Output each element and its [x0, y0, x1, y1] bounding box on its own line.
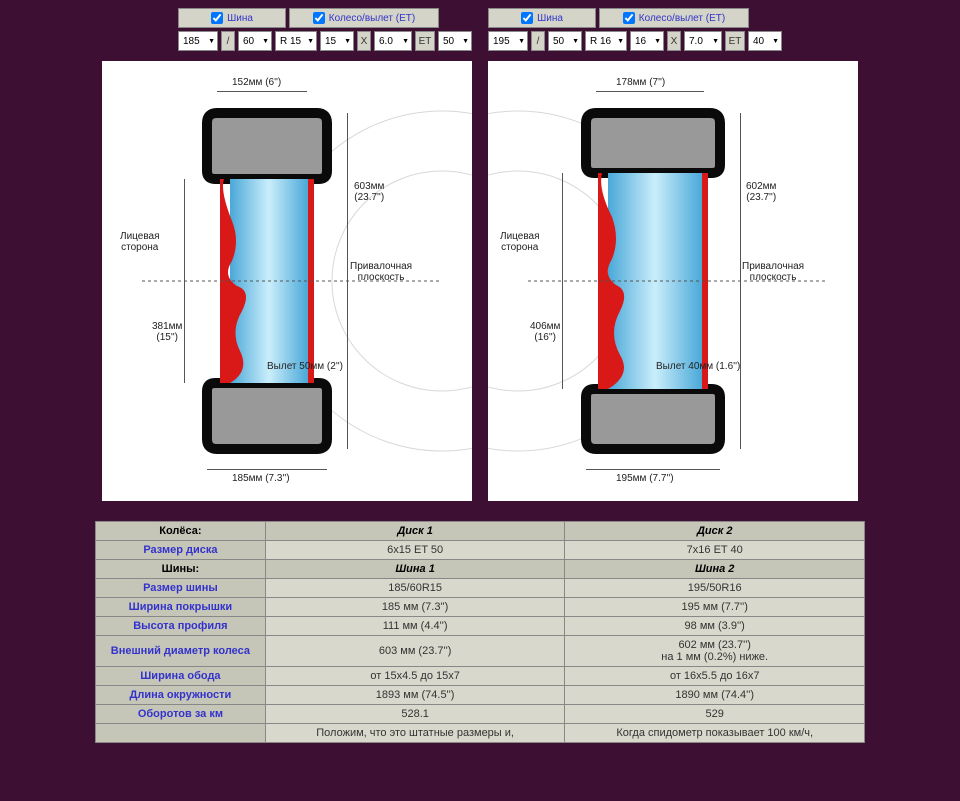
tire2-header: Шина 2	[565, 560, 865, 579]
controls-right: Шина Колесо/вылет (ET) 195 / 50 R 16 16 …	[488, 8, 782, 51]
tire-width-select-right[interactable]: 195	[488, 31, 528, 51]
rim-w-select-right[interactable]: 7.0	[684, 31, 722, 51]
table-label: Размер шины	[96, 579, 266, 598]
table-label: Ширина обода	[96, 667, 266, 686]
dim-top-w: 178мм (7'')	[616, 77, 665, 88]
tire-width-select-left[interactable]: 185	[178, 31, 218, 51]
rim-d-select-left[interactable]: 15	[320, 31, 354, 51]
table-val2: 195 мм (7.7'')	[565, 598, 865, 617]
table-val1: 528.1	[265, 705, 565, 724]
rim-d-select-right[interactable]: 16	[630, 31, 664, 51]
et-label: ET	[725, 31, 745, 51]
wheels-header: Колёса:	[96, 522, 266, 541]
rim-w-select-left[interactable]: 6.0	[374, 31, 412, 51]
mount-label: Привалочная плоскость	[742, 261, 804, 283]
face-label: Лицевая сторона	[120, 231, 160, 253]
rim-d-label: 381мм (15'')	[152, 321, 182, 343]
tire-diagram-right: 178мм (7'') 602мм (23.7'') Лицевая сторо…	[488, 61, 858, 501]
table-label: Размер диска	[96, 541, 266, 560]
tire-aspect-select-left[interactable]: 60	[238, 31, 272, 51]
tire-r-select-right[interactable]: R 16	[585, 31, 627, 51]
top-controls: Шина Колесо/вылет (ET) 185 / 60 R 15 15 …	[0, 8, 960, 51]
mount-label: Привалочная плоскость	[350, 261, 412, 283]
dim-bottom-w: 195мм (7.7'')	[616, 473, 674, 484]
dim-top-w: 152мм (6'')	[232, 77, 281, 88]
diagrams-row: 152мм (6'') 603мм (23.7'') Лицевая сторо…	[0, 61, 960, 501]
table-val2: 1890 мм (74.4'')	[565, 686, 865, 705]
table-label: Внешний диаметр колеса	[96, 636, 266, 667]
controls-left: Шина Колесо/вылет (ET) 185 / 60 R 15 15 …	[178, 8, 472, 51]
table-label: Высота профиля	[96, 617, 266, 636]
rim-d-label: 406мм (16'')	[530, 321, 560, 343]
table-val1: от 15x4.5 до 15x7	[265, 667, 565, 686]
offset-label: Вылет 50мм (2'')	[267, 361, 343, 372]
tire-checkbox-left[interactable]: Шина	[178, 8, 286, 28]
tire-checkbox-right[interactable]: Шина	[488, 8, 596, 28]
dim-diameter: 603мм (23.7'')	[354, 181, 384, 203]
disk1-header: Диск 1	[265, 522, 565, 541]
comparison-table: Колёса:Диск 1Диск 2 Размер диска6x15 ET 5…	[95, 521, 865, 743]
tire1-header: Шина 1	[265, 560, 565, 579]
dim-bottom-w: 185мм (7.3'')	[232, 473, 290, 484]
x-label: X	[357, 31, 371, 51]
table-label	[96, 724, 266, 743]
slash-label: /	[221, 31, 235, 51]
table-label: Ширина покрышки	[96, 598, 266, 617]
slash-label: /	[531, 31, 545, 51]
table-val1: 111 мм (4.4'')	[265, 617, 565, 636]
table-val2: от 16x5.5 до 16x7	[565, 667, 865, 686]
et-select-right[interactable]: 40	[748, 31, 782, 51]
tire-diagram-left: 152мм (6'') 603мм (23.7'') Лицевая сторо…	[102, 61, 472, 501]
table-val2: 195/50R16	[565, 579, 865, 598]
disk2-header: Диск 2	[565, 522, 865, 541]
table-val2: 7x16 ET 40	[565, 541, 865, 560]
et-select-left[interactable]: 50	[438, 31, 472, 51]
face-label: Лицевая сторона	[500, 231, 540, 253]
x-label: X	[667, 31, 681, 51]
table-label: Длина окружности	[96, 686, 266, 705]
table-val1: Положим, что это штатные размеры и,	[265, 724, 565, 743]
table-label: Оборотов за км	[96, 705, 266, 724]
table-val1: 1893 мм (74.5'')	[265, 686, 565, 705]
table-val1: 6x15 ET 50	[265, 541, 565, 560]
table-val1: 185 мм (7.3'')	[265, 598, 565, 617]
offset-label: Вылет 40мм (1.6'')	[656, 361, 740, 372]
dim-diameter: 602мм (23.7'')	[746, 181, 776, 203]
table-val2: 98 мм (3.9'')	[565, 617, 865, 636]
tire-r-select-left[interactable]: R 15	[275, 31, 317, 51]
table-val2: 529	[565, 705, 865, 724]
table-val1: 603 мм (23.7'')	[265, 636, 565, 667]
wheel-checkbox-left[interactable]: Колесо/вылет (ET)	[289, 8, 439, 28]
table-val2: 602 мм (23.7'')на 1 мм (0.2%) ниже.	[565, 636, 865, 667]
table-val2: Когда спидометр показывает 100 км/ч,	[565, 724, 865, 743]
et-label: ET	[415, 31, 435, 51]
table-val1: 185/60R15	[265, 579, 565, 598]
wheel-checkbox-right[interactable]: Колесо/вылет (ET)	[599, 8, 749, 28]
tire-aspect-select-right[interactable]: 50	[548, 31, 582, 51]
tires-header: Шины:	[96, 560, 266, 579]
